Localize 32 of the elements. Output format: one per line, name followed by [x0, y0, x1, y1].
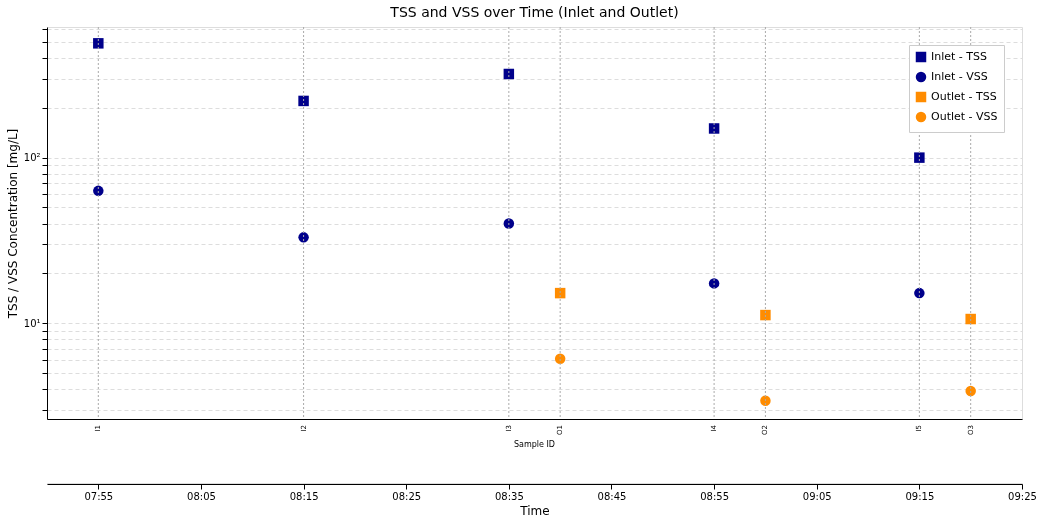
- text: Sample ID: [513, 440, 556, 449]
- chart-title: TSS and VSS over Time (Inlet and Outlet): [389, 3, 679, 20]
- point: [503, 218, 515, 229]
- x-tick-label: 09:05: [802, 490, 832, 502]
- x-tick-label: 08:25: [392, 490, 422, 502]
- point: [554, 353, 566, 364]
- x-axis-title: Time: [519, 503, 550, 515]
- y-tick-label: 10¹: [23, 317, 41, 329]
- x-tick-label: 07:55: [84, 490, 114, 502]
- x-tick-label: 08:45: [597, 490, 627, 502]
- point: [965, 313, 976, 325]
- point: [914, 287, 925, 299]
- x-tick-label: 08:05: [187, 490, 216, 502]
- point: [965, 385, 976, 397]
- point: [298, 95, 309, 107]
- x-tick-label: 08:15: [289, 490, 319, 502]
- x-tick-label: 08:55: [700, 490, 730, 502]
- x-tick-label: 09:15: [905, 490, 935, 502]
- legend-label: Inlet - VSS: [931, 70, 988, 83]
- x-tick-label: 09:25: [1008, 490, 1037, 502]
- legend-label: Outlet - TSS: [931, 90, 997, 103]
- point: [760, 309, 771, 321]
- point: [914, 152, 925, 163]
- y-tick-label: 10²: [23, 152, 41, 164]
- point: [298, 232, 309, 243]
- x-tick-label: 08:35: [494, 490, 524, 502]
- point: [760, 395, 771, 407]
- legend-label: Outlet - VSS: [931, 110, 998, 123]
- point: [93, 38, 104, 49]
- y-axis-title: TSS / VSS Concentration [mg/L]: [5, 128, 20, 320]
- point: [93, 185, 104, 197]
- legend-label: Inlet - TSS: [931, 50, 988, 63]
